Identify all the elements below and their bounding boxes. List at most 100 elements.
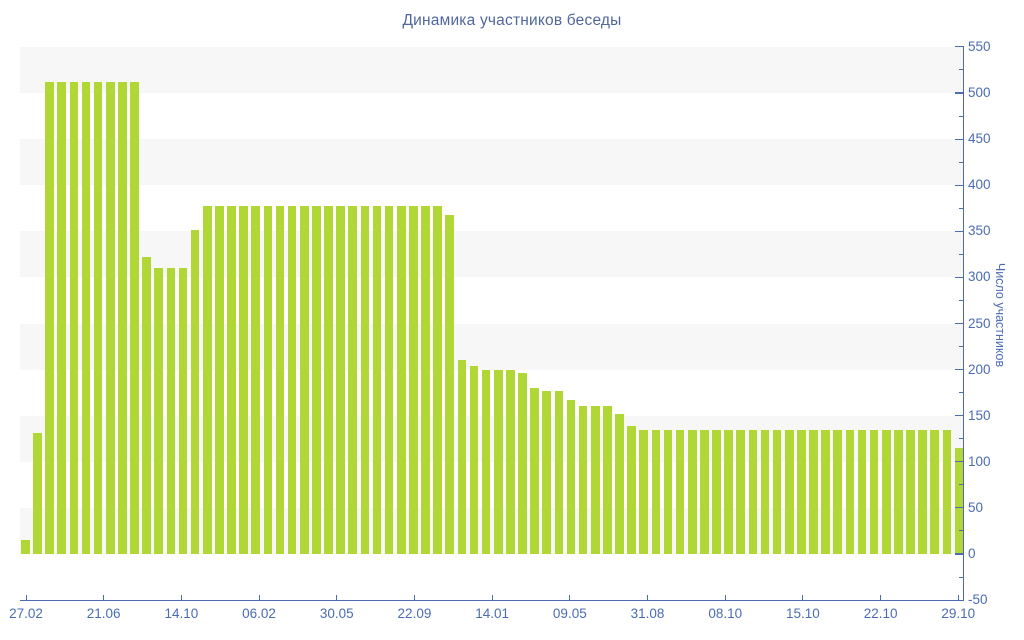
bar[interactable] xyxy=(105,82,115,554)
bar[interactable] xyxy=(469,365,479,554)
bar[interactable] xyxy=(712,429,721,554)
bar[interactable] xyxy=(45,82,54,554)
bar[interactable] xyxy=(360,205,370,554)
bar[interactable] xyxy=(215,205,224,554)
y-tick xyxy=(955,369,964,371)
bar[interactable] xyxy=(142,257,151,554)
bar[interactable] xyxy=(784,429,794,554)
bar[interactable] xyxy=(930,429,940,554)
bar[interactable] xyxy=(336,205,345,554)
bar[interactable] xyxy=(239,205,248,554)
bar[interactable] xyxy=(506,369,515,554)
bar[interactable] xyxy=(299,205,309,554)
bar[interactable] xyxy=(639,429,649,554)
bar[interactable] xyxy=(396,205,406,554)
x-tick-label: 31.08 xyxy=(630,606,665,621)
bar[interactable] xyxy=(772,429,782,554)
bar[interactable] xyxy=(797,429,806,554)
bar[interactable] xyxy=(748,429,758,554)
y-tick-label: 100 xyxy=(968,453,991,469)
bar[interactable] xyxy=(663,429,673,554)
y-minor-tick xyxy=(959,346,963,348)
bar[interactable] xyxy=(287,205,297,554)
bar[interactable] xyxy=(906,429,915,554)
bar[interactable] xyxy=(251,205,261,554)
x-tick-label: 27.02 xyxy=(9,606,43,621)
y-tick-label: -50 xyxy=(968,592,988,608)
bar[interactable] xyxy=(69,82,79,554)
bar[interactable] xyxy=(190,229,200,554)
bar[interactable] xyxy=(590,405,600,554)
bar[interactable] xyxy=(384,205,394,554)
y-minor-tick xyxy=(959,576,963,578)
bar[interactable] xyxy=(312,205,321,554)
bar[interactable] xyxy=(651,429,661,554)
bar[interactable] xyxy=(833,429,843,554)
bar[interactable] xyxy=(93,82,103,554)
bar[interactable] xyxy=(869,429,879,554)
y-axis-title: Число участников xyxy=(993,262,1007,368)
bar[interactable] xyxy=(675,429,685,554)
x-tick xyxy=(258,595,260,600)
y-tick xyxy=(955,92,964,94)
bar[interactable] xyxy=(809,429,818,554)
x-tick xyxy=(413,595,415,600)
bar[interactable] xyxy=(566,400,576,554)
bar[interactable] xyxy=(324,205,333,554)
bar[interactable] xyxy=(372,205,382,554)
y-tick xyxy=(955,553,964,555)
bar[interactable] xyxy=(578,405,588,554)
bar[interactable] xyxy=(942,429,952,554)
bar[interactable] xyxy=(445,214,455,554)
bar[interactable] xyxy=(166,268,176,554)
bar[interactable] xyxy=(554,390,564,554)
bar[interactable] xyxy=(348,205,358,554)
bar[interactable] xyxy=(493,369,503,554)
bar[interactable] xyxy=(457,360,467,554)
bar[interactable] xyxy=(118,82,127,554)
bar[interactable] xyxy=(881,429,891,554)
bar[interactable] xyxy=(433,205,442,554)
bar[interactable] xyxy=(154,268,164,554)
bar[interactable] xyxy=(409,205,418,554)
bar[interactable] xyxy=(894,429,903,554)
bar[interactable] xyxy=(615,413,624,554)
bar[interactable] xyxy=(421,205,430,554)
bar[interactable] xyxy=(178,268,188,554)
bar[interactable] xyxy=(821,429,830,554)
bar[interactable] xyxy=(845,429,855,554)
y-tick xyxy=(955,184,964,186)
y-minor-tick xyxy=(959,253,963,255)
bar[interactable] xyxy=(736,429,746,554)
bar[interactable] xyxy=(481,369,491,554)
bar[interactable] xyxy=(275,205,285,554)
x-tick xyxy=(724,595,726,600)
background-stripe xyxy=(20,461,963,508)
bar[interactable] xyxy=(33,433,42,554)
bar[interactable] xyxy=(227,205,236,554)
background-stripe xyxy=(20,231,963,278)
background-stripe xyxy=(20,369,963,416)
bar[interactable] xyxy=(530,388,539,554)
x-tick xyxy=(802,595,804,600)
bar[interactable] xyxy=(857,429,867,554)
background-stripe xyxy=(20,323,963,370)
bar[interactable] xyxy=(918,429,927,554)
bar[interactable] xyxy=(263,205,273,554)
bar[interactable] xyxy=(518,373,527,554)
bar[interactable] xyxy=(202,205,212,554)
bar[interactable] xyxy=(687,429,697,554)
bar[interactable] xyxy=(627,425,636,554)
bar[interactable] xyxy=(954,448,964,554)
bar[interactable] xyxy=(542,390,552,554)
bar[interactable] xyxy=(603,405,612,554)
bar[interactable] xyxy=(57,82,67,554)
x-tick xyxy=(336,595,338,600)
bar[interactable] xyxy=(81,82,91,554)
bar[interactable] xyxy=(760,429,770,554)
bar[interactable] xyxy=(21,540,30,554)
bar[interactable] xyxy=(700,429,709,554)
bar[interactable] xyxy=(130,82,139,554)
y-minor-tick xyxy=(959,438,963,440)
bar[interactable] xyxy=(724,429,733,554)
